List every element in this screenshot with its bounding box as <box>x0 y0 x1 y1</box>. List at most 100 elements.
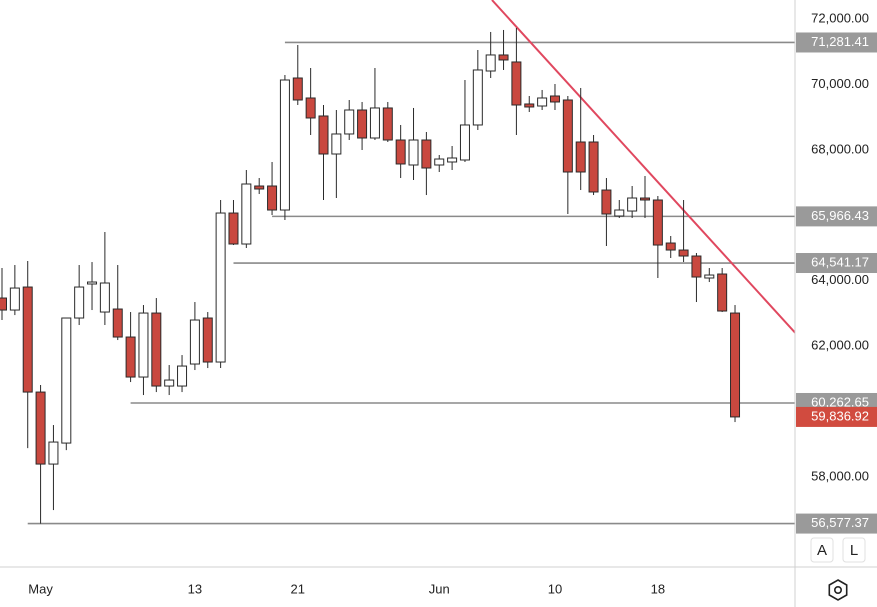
candle-body <box>640 197 650 201</box>
level-price-label: 60,262.65 <box>811 394 869 409</box>
candle <box>665 235 676 259</box>
level-price-label: 56,577.37 <box>811 515 869 530</box>
candle-body <box>665 242 676 251</box>
auto-scale-label[interactable]: A <box>817 542 827 559</box>
y-tick-label: 70,000.00 <box>811 76 869 91</box>
candle-body <box>447 157 458 163</box>
candle-body <box>730 312 741 418</box>
candle <box>601 178 612 247</box>
candle-body <box>524 103 535 108</box>
level-price-box <box>796 513 877 534</box>
time-axis: May 13 21 Jun 10 18 <box>28 581 665 596</box>
candle <box>434 154 445 172</box>
x-tick-label: 10 <box>548 581 562 596</box>
level-price-label: 64,541.17 <box>811 254 869 269</box>
candle <box>48 425 59 511</box>
candle-body <box>627 197 638 212</box>
candle <box>177 355 188 393</box>
price-axis: 58,000.0060,000.0062,000.0064,000.0066,0… <box>796 10 877 534</box>
last-price-label: 59,836.92 <box>811 408 869 423</box>
candle <box>704 268 715 283</box>
candle-body <box>177 365 188 387</box>
candle-body <box>549 95 560 103</box>
candle <box>99 232 110 326</box>
candle <box>254 178 265 195</box>
x-tick-label: Jun <box>429 581 450 596</box>
y-tick-label: 62,000.00 <box>811 338 869 353</box>
candle <box>588 134 599 196</box>
candle-body <box>614 209 625 217</box>
candle <box>202 312 213 369</box>
candle <box>717 268 728 313</box>
y-tick-label: 68,000.00 <box>811 141 869 156</box>
candle-body <box>48 441 59 465</box>
candle-body <box>717 273 728 312</box>
candle-body <box>472 69 483 126</box>
candle <box>511 27 522 135</box>
candle <box>447 145 458 171</box>
settings-button[interactable] <box>828 579 848 601</box>
candle-body <box>254 185 265 190</box>
candle <box>151 298 162 393</box>
candle-body <box>331 133 342 155</box>
candle-body <box>357 109 368 139</box>
candle-body <box>485 54 496 72</box>
level-price-box <box>796 32 877 53</box>
candle-body <box>652 199 663 246</box>
candle-body <box>575 141 586 173</box>
candle-body <box>241 183 252 245</box>
candle-body <box>704 274 715 279</box>
candle-body <box>369 107 380 139</box>
candle <box>74 265 85 326</box>
auto-scale-button[interactable] <box>810 537 834 563</box>
candle-body <box>601 189 612 215</box>
candle-body <box>61 317 72 444</box>
candle-body <box>537 97 548 107</box>
candle-body <box>99 282 110 313</box>
candle <box>627 186 638 218</box>
candle-body <box>215 212 226 363</box>
candle-body <box>279 79 290 211</box>
candle <box>524 95 535 112</box>
candle-body <box>267 185 278 211</box>
candle-body <box>138 312 149 378</box>
level-price-label: 71,281.41 <box>811 34 869 49</box>
level-price-box <box>796 206 877 227</box>
candle <box>562 95 573 215</box>
candle-body <box>189 319 200 365</box>
candle-body <box>382 107 393 141</box>
candle <box>279 74 290 220</box>
candle-body <box>395 139 406 165</box>
last-price-box <box>796 406 877 427</box>
candle <box>61 317 72 451</box>
settings-icon-center[interactable] <box>833 585 842 594</box>
candle <box>331 109 342 199</box>
candle <box>549 83 560 110</box>
candle <box>0 268 7 321</box>
candle <box>125 312 136 383</box>
trendline <box>491 0 795 334</box>
candle <box>652 196 663 279</box>
candle <box>292 44 303 105</box>
candle-body <box>511 61 522 106</box>
candle-body <box>9 287 20 311</box>
candle-body <box>164 379 175 387</box>
log-scale-label[interactable]: L <box>850 542 858 559</box>
candle <box>691 253 702 303</box>
x-tick-label: May <box>28 581 53 596</box>
x-tick-label: 13 <box>188 581 202 596</box>
candle <box>87 262 98 311</box>
candle <box>305 67 316 135</box>
level-price-box <box>796 253 877 274</box>
candle-body <box>22 286 33 393</box>
candle <box>215 200 226 369</box>
candle <box>395 124 406 179</box>
log-scale-button[interactable] <box>842 537 866 563</box>
candle-body <box>228 212 239 245</box>
candle-body <box>562 99 573 173</box>
y-tick-label: 72,000.00 <box>811 10 869 25</box>
settings-icon[interactable] <box>828 579 848 601</box>
candle <box>9 265 20 316</box>
candle <box>678 200 689 263</box>
